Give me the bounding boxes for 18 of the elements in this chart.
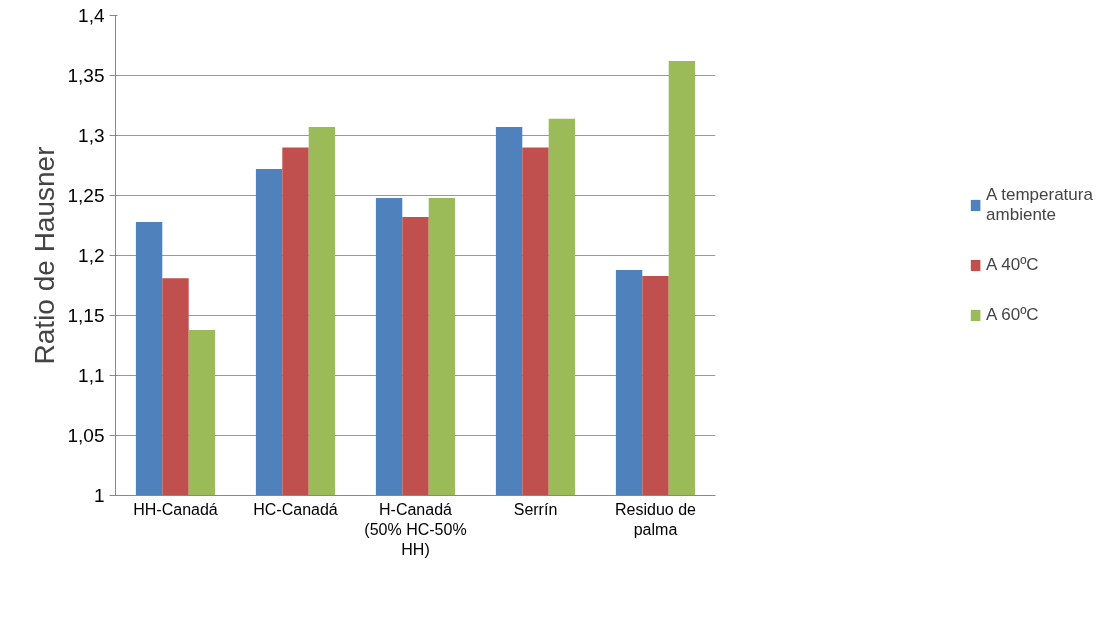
y-axis-title: Ratio de Hausner (28, 146, 60, 365)
y-tick-label: 1,05 (67, 425, 105, 446)
y-tick-label: 1,15 (67, 305, 105, 326)
y-tick-label: 1,3 (78, 125, 105, 146)
y-tick-label: 1,25 (67, 185, 105, 206)
x-tick-label: HH-Canadá (133, 500, 218, 518)
x-tick-label: Residuo de palma (615, 500, 697, 538)
legend-label: A 60ºC (986, 305, 1039, 325)
y-tick-label: 1,1 (78, 365, 105, 386)
x-tick-label: Serrín (513, 500, 558, 518)
y-tick-label: 1,2 (78, 245, 105, 266)
y-tick-label: 1 (93, 485, 105, 506)
legend-label: A 40ºC (986, 255, 1039, 275)
x-tick-label: HC-Canadá (253, 500, 338, 518)
x-tick-label: H-Canadá (50% HC-50% HH) (364, 500, 467, 559)
y-tick-label: 1,35 (67, 65, 105, 86)
y-tick-label: 1,4 (78, 5, 105, 26)
legend-label: A temperatura ambiente (986, 185, 1093, 225)
